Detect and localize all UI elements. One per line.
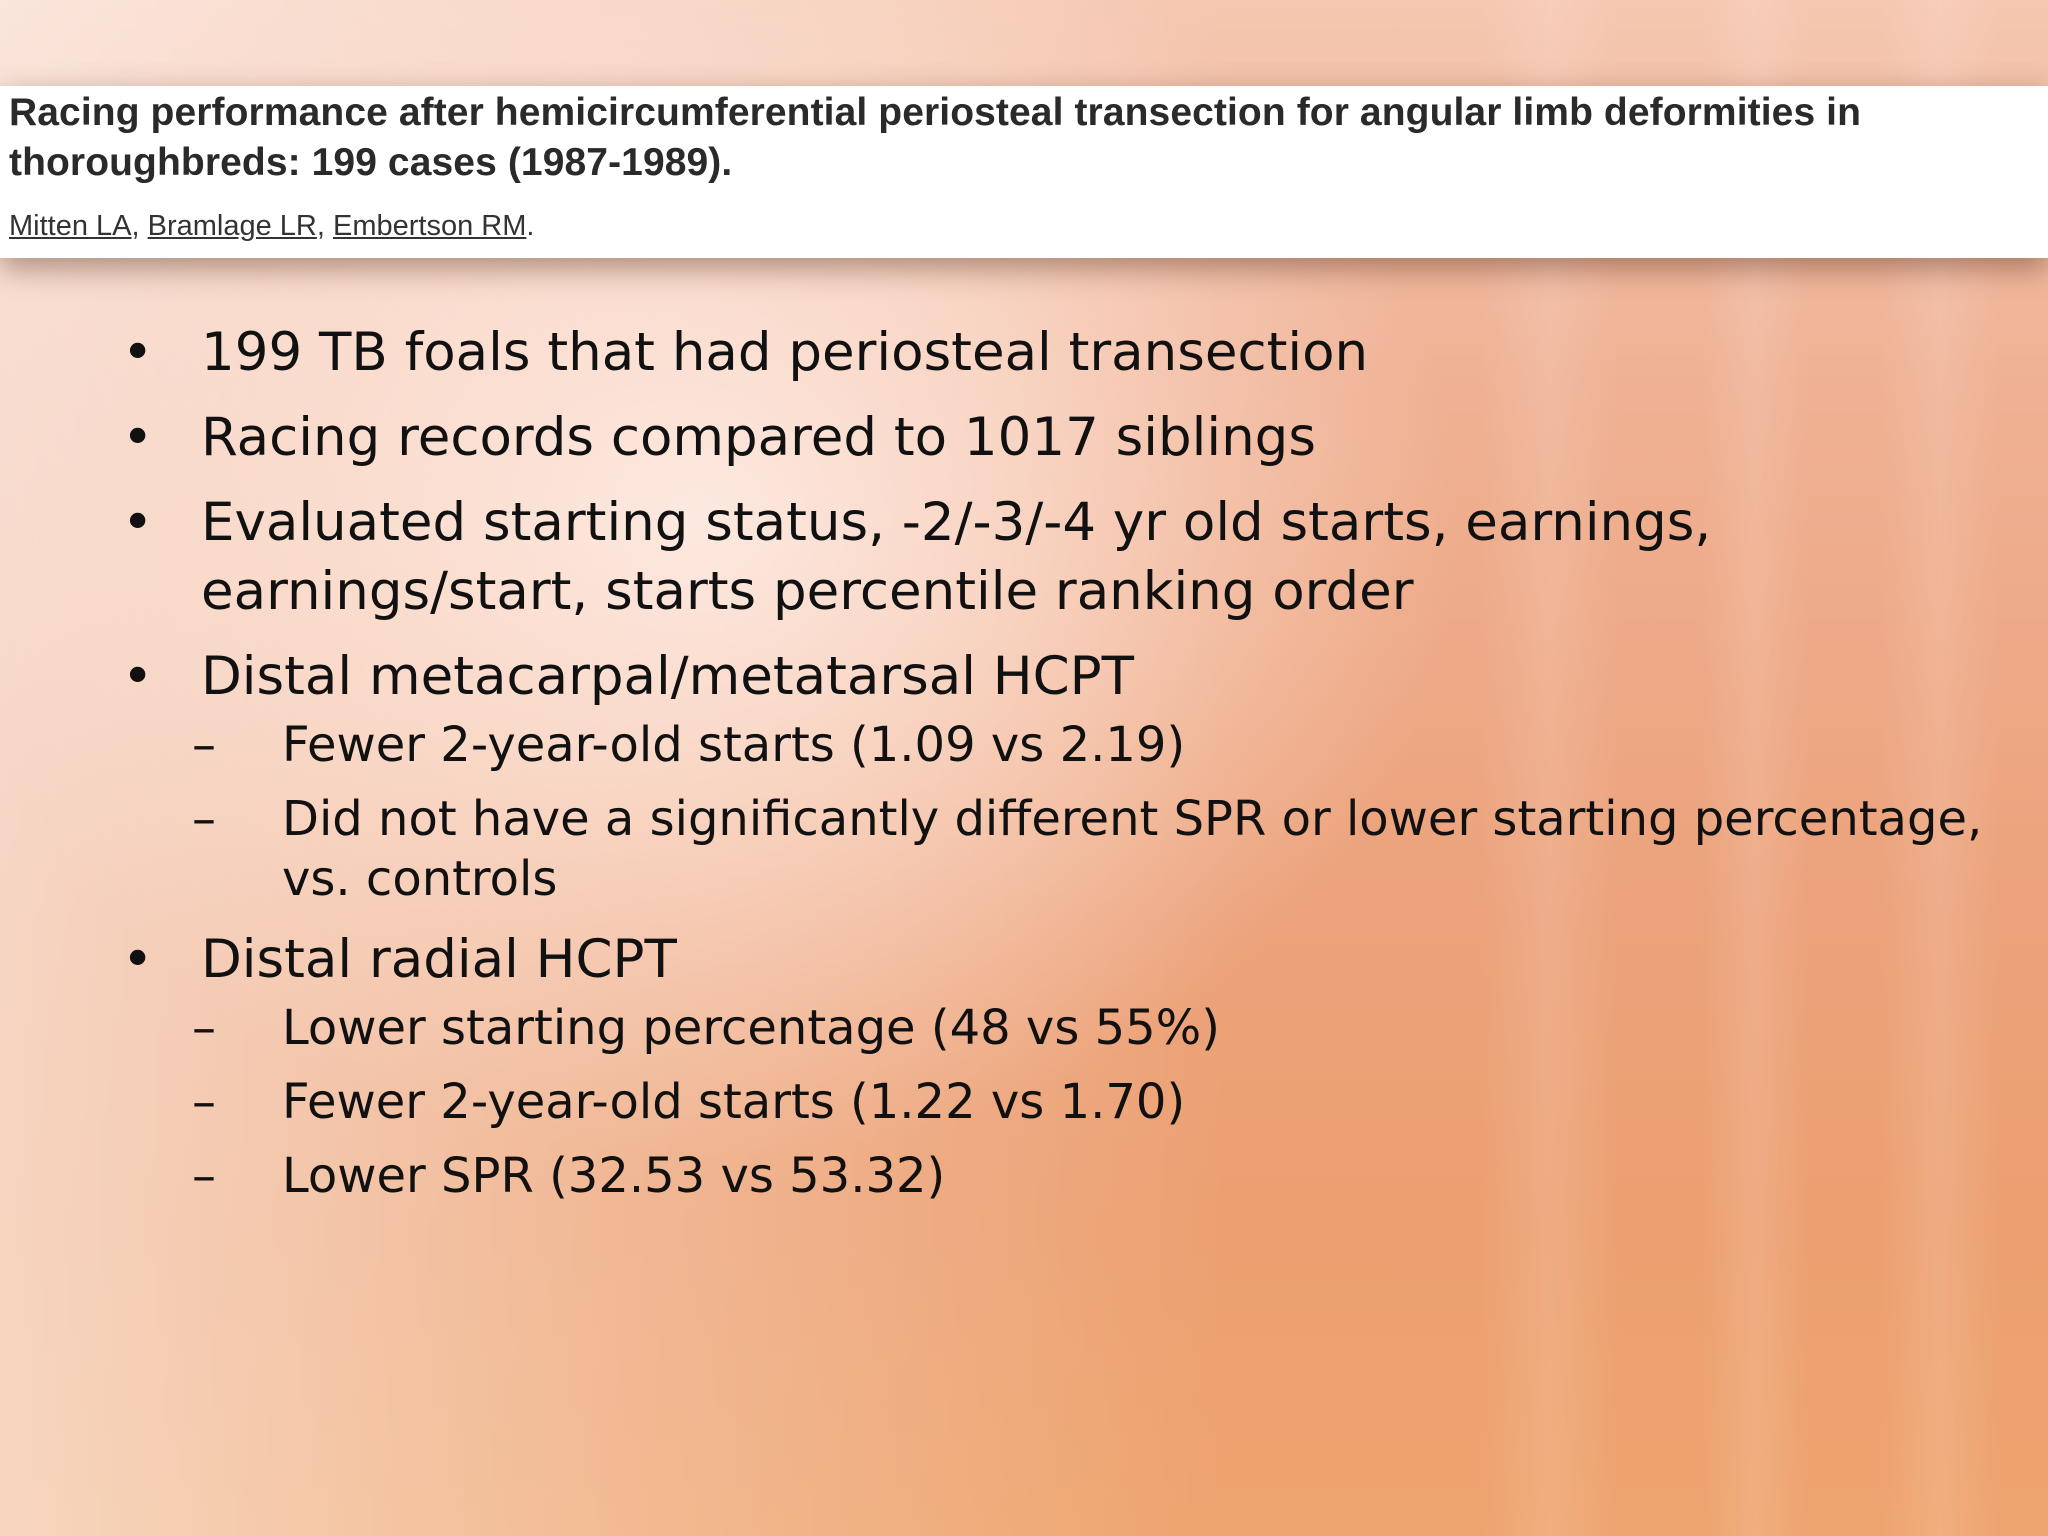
bullet-list: • 199 TB foals that had periosteal transe… [120,318,2000,1222]
dash-icon: – [192,1148,216,1204]
bullet-dot-icon: • [122,492,154,553]
citation-band [0,86,2048,258]
sub-bullet-text: Fewer 2-year-old starts (1.22 vs 1.70) [282,1074,1186,1130]
sub-bullet-item: – Lower SPR (32.53 vs 53.32) [192,1146,2000,1206]
bullet-text: Racing records compared to 1017 siblings [201,407,1316,468]
bullet-item: • 199 TB foals that had periosteal transe… [120,318,2000,387]
dash-icon: – [192,791,216,847]
sub-bullet-list: – Fewer 2-year-old starts (1.09 vs 2.19) –… [192,715,2000,909]
author-link[interactable]: Embertson RM [333,210,527,242]
author-separator: . [526,210,535,242]
sub-bullet-item: – Lower starting percentage (48 vs 55%) [192,998,2000,1058]
bullet-dot-icon: • [122,646,154,707]
bullet-dot-icon: • [122,322,154,383]
sub-bullet-item: – Did not have a significantly different … [192,789,2000,909]
sub-bullet-item: – Fewer 2-year-old starts (1.09 vs 2.19) [192,715,2000,775]
bullet-item: • Evaluated starting status, -2/-3/-4 yr … [120,488,2000,626]
sub-bullet-text: Lower SPR (32.53 vs 53.32) [282,1148,946,1204]
bullet-item: • Distal radial HCPT – Lower starting perce… [120,925,2000,1206]
author-link[interactable]: Bramlage LR [147,210,317,242]
sub-bullet-text: Did not have a significantly different S… [282,791,1983,907]
citation-authors: Mitten LA, Bramlage LR, Embertson RM. [9,206,534,246]
dash-icon: – [192,1074,216,1130]
sub-bullet-item: – Fewer 2-year-old starts (1.22 vs 1.70) [192,1072,2000,1132]
author-separator: , [316,210,333,242]
citation-title: Racing performance after hemicircumferen… [9,91,1862,184]
sub-bullet-text: Lower starting percentage (48 vs 55%) [282,1000,1220,1056]
sub-bullet-list: – Lower starting percentage (48 vs 55%) – F… [192,998,2000,1206]
author-link[interactable]: Mitten LA [9,210,132,242]
bullet-text: Evaluated starting status, -2/-3/-4 yr o… [201,492,1712,622]
dash-icon: – [192,1000,216,1056]
dash-icon: – [192,717,216,773]
author-separator: , [131,210,148,242]
bullet-text: Distal metacarpal/metatarsal HCPT [201,646,1134,707]
bullet-item: • Racing records compared to 1017 sibling… [120,403,2000,472]
bullet-item: • Distal metacarpal/metatarsal HCPT – Fewer… [120,642,2000,909]
bullet-text: 199 TB foals that had periosteal transec… [201,322,1369,383]
bullet-text: Distal radial HCPT [201,929,677,990]
bullet-dot-icon: • [122,929,154,990]
sub-bullet-text: Fewer 2-year-old starts (1.09 vs 2.19) [282,717,1186,773]
bullet-dot-icon: • [122,407,154,468]
